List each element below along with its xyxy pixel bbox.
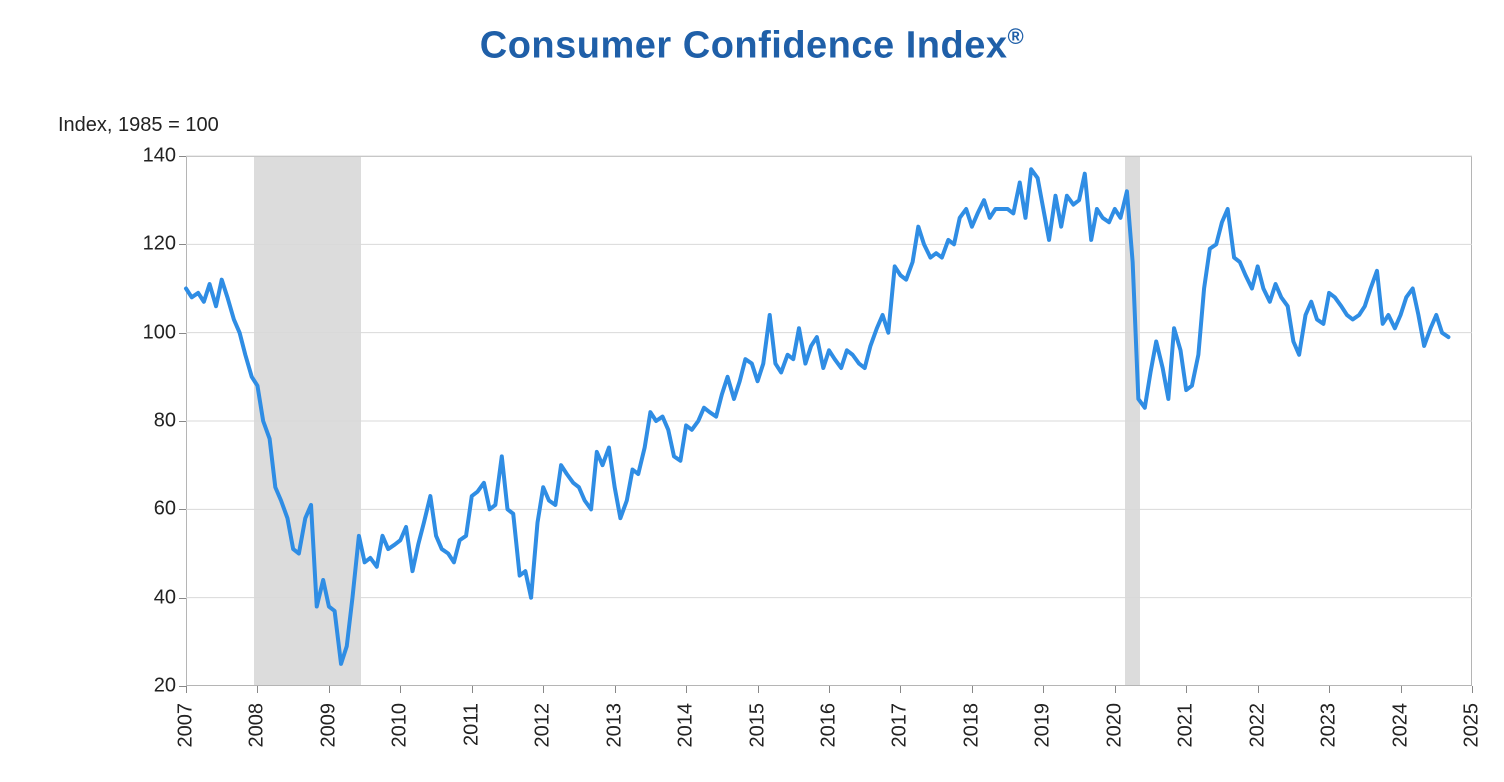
- x-tick-mark: [1472, 686, 1473, 693]
- y-tick-mark: [179, 156, 186, 157]
- plot-area: 2040608010012014020072008200920102011201…: [186, 156, 1472, 686]
- x-tick-label: 2025: [1461, 695, 1484, 748]
- x-tick-label: 2009: [317, 695, 340, 748]
- x-tick-mark: [1186, 686, 1187, 693]
- x-tick-label: 2016: [818, 695, 841, 748]
- x-tick-mark: [472, 686, 473, 693]
- x-tick-mark: [1115, 686, 1116, 693]
- x-tick-label: 2019: [1032, 695, 1055, 748]
- x-tick-mark: [543, 686, 544, 693]
- x-tick-mark: [400, 686, 401, 693]
- x-tick-label: 2010: [389, 695, 412, 748]
- x-tick-mark: [1329, 686, 1330, 693]
- x-tick-label: 2022: [1246, 695, 1269, 748]
- x-tick-mark: [329, 686, 330, 693]
- y-tick-mark: [179, 244, 186, 245]
- x-tick-label: 2007: [175, 695, 198, 748]
- chart-title-main: Consumer Confidence Index: [480, 25, 1008, 67]
- x-tick-label: 2020: [1103, 695, 1126, 748]
- y-tick-mark: [179, 421, 186, 422]
- x-tick-label: 2012: [532, 695, 555, 748]
- x-tick-label: 2011: [460, 695, 483, 746]
- y-tick-mark: [179, 598, 186, 599]
- x-tick-label: 2024: [1389, 695, 1412, 748]
- x-tick-mark: [257, 686, 258, 693]
- y-tick-mark: [179, 333, 186, 334]
- x-tick-label: 2014: [675, 695, 698, 748]
- x-tick-mark: [972, 686, 973, 693]
- y-axis-subtitle: Index, 1985 = 100: [58, 114, 219, 137]
- y-tick-mark: [179, 509, 186, 510]
- x-tick-label: 2023: [1318, 695, 1341, 748]
- x-tick-label: 2008: [246, 695, 269, 748]
- data-line: [186, 156, 1472, 686]
- x-tick-mark: [615, 686, 616, 693]
- x-tick-mark: [758, 686, 759, 693]
- x-tick-label: 2018: [960, 695, 983, 748]
- x-tick-label: 2013: [603, 695, 626, 748]
- x-tick-mark: [186, 686, 187, 693]
- x-tick-label: 2017: [889, 695, 912, 748]
- x-tick-label: 2021: [1175, 695, 1198, 748]
- x-tick-mark: [1043, 686, 1044, 693]
- x-tick-mark: [900, 686, 901, 693]
- y-tick-mark: [179, 686, 186, 687]
- chart-title: Consumer Confidence Index®: [0, 0, 1504, 68]
- x-tick-mark: [1258, 686, 1259, 693]
- x-tick-mark: [686, 686, 687, 693]
- x-tick-mark: [829, 686, 830, 693]
- x-tick-label: 2015: [746, 695, 769, 748]
- chart-title-sup: ®: [1007, 24, 1024, 49]
- x-tick-mark: [1401, 686, 1402, 693]
